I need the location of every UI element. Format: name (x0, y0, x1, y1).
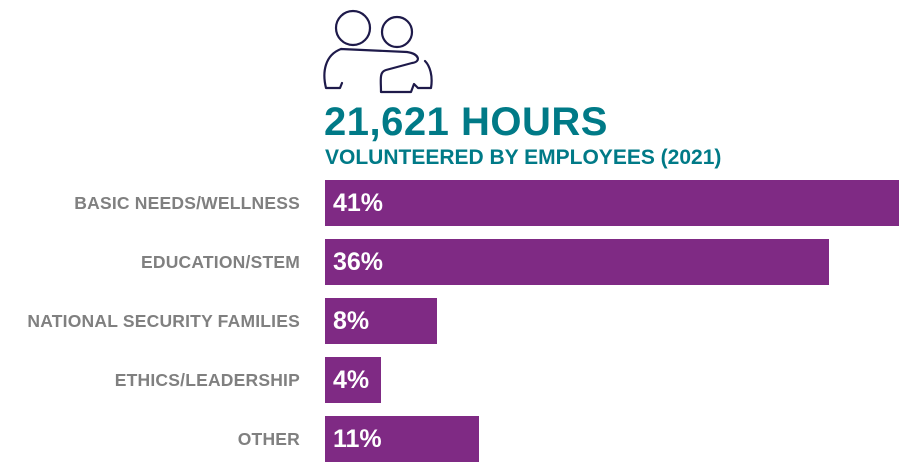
bar (325, 180, 899, 226)
bar (325, 357, 381, 403)
category-label: ETHICS/LEADERSHIP (114, 370, 300, 390)
category-label: OTHER (237, 429, 300, 449)
chart-subtitle: VOLUNTEERED BY EMPLOYEES (2021) (325, 146, 722, 169)
bar (325, 416, 479, 462)
category-label: BASIC NEEDS/WELLNESS (74, 193, 300, 213)
category-label: EDUCATION/STEM (140, 252, 300, 272)
value-label: 41% (333, 189, 384, 217)
value-label: 11% (333, 425, 382, 453)
chart-title: 21,621 HOURS (324, 100, 608, 144)
category-label: NATIONAL SECURITY FAMILIES (27, 311, 300, 331)
two-people-embrace-icon (323, 9, 433, 94)
value-label: 4% (333, 366, 370, 394)
bar (325, 239, 829, 285)
value-label: 36% (333, 248, 384, 276)
value-label: 8% (333, 307, 370, 335)
bar (325, 298, 437, 344)
